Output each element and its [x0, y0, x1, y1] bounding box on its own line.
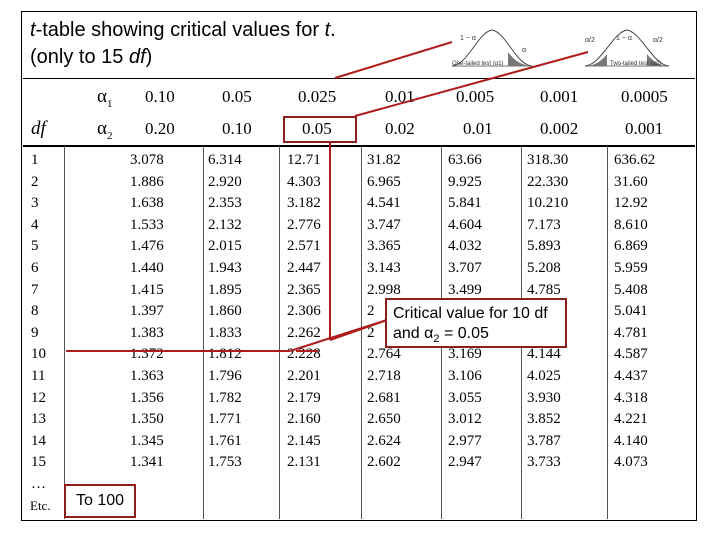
etc-label: Etc.	[30, 498, 51, 513]
value-column: 12.71 4.303 3.182 2.776 2.571 2.447 2.36…	[287, 152, 321, 471]
two-tailed-mid-label: 1 − α	[616, 35, 632, 42]
alpha1-value: 0.10	[145, 87, 175, 106]
alpha2-value: 0.05	[302, 119, 332, 138]
alpha2-value: 0.001	[625, 119, 664, 138]
critical-value-callout: Critical value for 10 df and α2 = 0.05	[385, 298, 567, 348]
title-df: df	[128, 46, 146, 68]
title-t-italic: t	[324, 19, 331, 41]
one-tailed-distribution-icon: 1 − α α	[451, 29, 533, 67]
alpha2-value: 0.01	[463, 119, 493, 138]
one-tailed-caption: One-tailed test (α1)	[452, 61, 504, 67]
column-divider	[361, 146, 362, 519]
arrow-to-one-tailed	[334, 41, 453, 79]
alpha1-value: 0.025	[298, 87, 337, 106]
alpha1-sub: 1	[106, 97, 113, 110]
callout-line-1: Critical value for 10 df	[393, 305, 548, 322]
callout-prefix: and α	[393, 325, 434, 342]
table-frame	[21, 11, 697, 521]
column-to-callout	[329, 319, 388, 341]
header-bottom-rule	[23, 145, 695, 147]
value-column: 3.078 1.886 1.638 1.533 1.476 1.440 1.41…	[130, 152, 164, 471]
value-column: 31.82 6.965 4.541 3.747 3.365 3.143 2.99…	[367, 152, 401, 471]
two-tailed-right-label: α/2	[653, 37, 663, 44]
alpha1-value: 0.0005	[621, 87, 668, 106]
column-divider	[279, 146, 280, 519]
alpha1-value: 0.005	[456, 87, 495, 106]
to-100-box: To 100	[64, 484, 136, 518]
alpha2-value: 0.002	[540, 119, 579, 138]
value-column: 636.62 31.60 12.92 8.610 6.869 5.959 5.4…	[614, 152, 656, 471]
alpha2-sub: 2	[106, 129, 113, 142]
value-column: 63.66 9.925 5.841 4.604 4.032 3.707 3.49…	[448, 152, 482, 471]
arrow-to-two-tailed	[354, 51, 589, 117]
alpha1-value: 0.05	[222, 87, 252, 106]
column-divider	[203, 146, 204, 519]
alpha2-value: 0.10	[222, 119, 252, 138]
title-line-2: (only to 15 df)	[30, 44, 336, 71]
page-title: t-table showing critical values for t. (…	[30, 17, 336, 71]
column-divider	[607, 146, 608, 519]
df-column: 1 2 3 4 5 6 7 8 9 10 11 12 13 14 15 …	[31, 152, 46, 492]
title-open: (only to 15	[30, 46, 129, 68]
title-text: -table showing critical values for	[35, 19, 325, 41]
value-column: 318.30 22.330 10.210 7.173 5.893 5.208 4…	[527, 152, 569, 471]
title-close: )	[145, 46, 153, 68]
two-tailed-left-label: α/2	[585, 37, 595, 44]
alpha1-value: 0.001	[540, 87, 579, 106]
header-top-rule	[23, 78, 695, 79]
one-tailed-right-label: α	[522, 47, 526, 54]
callout-sub: 2	[433, 333, 440, 346]
alpha2-value: 0.02	[385, 119, 415, 138]
title-t: t	[30, 19, 36, 41]
callout-line-2: and α2 = 0.05	[393, 324, 565, 349]
title-period: .	[330, 19, 336, 41]
title-line-1: t-table showing critical values for t.	[30, 17, 336, 44]
alpha1-label: α1	[97, 86, 112, 110]
column-divider	[64, 146, 65, 519]
two-tailed-distribution-icon: α/2 1 − α α/2	[584, 29, 670, 67]
alpha2-label: α2	[97, 118, 112, 142]
df-header: df	[31, 118, 46, 139]
alpha2-symbol: α	[97, 118, 107, 139]
callout-suffix: = 0.05	[439, 325, 489, 342]
alpha2-highlight-box	[283, 116, 357, 143]
alpha1-symbol: α	[97, 86, 107, 107]
alpha2-value: 0.20	[145, 119, 175, 138]
two-tailed-caption: Two-tailed test (α2)	[610, 61, 662, 67]
one-tailed-left-label: 1 − α	[460, 35, 476, 42]
